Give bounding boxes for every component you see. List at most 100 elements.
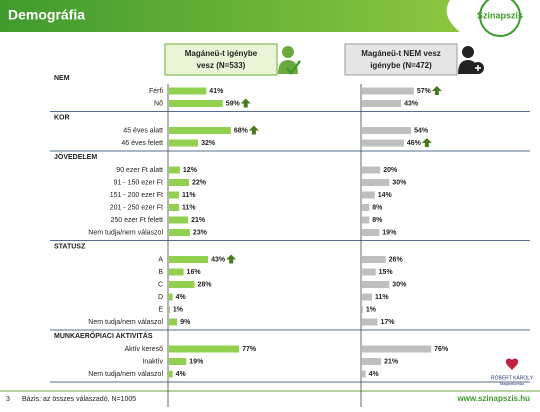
value-label: 11% <box>182 204 196 211</box>
category-label: 201 - 250 ezer Ft <box>110 204 163 211</box>
hospital-sub: Magánkórház <box>500 381 524 386</box>
value-label: 21% <box>191 217 206 224</box>
category-label: C <box>158 281 163 288</box>
bar <box>169 306 170 313</box>
icon-plus <box>458 46 484 74</box>
logo: Szinapszis <box>477 10 523 20</box>
bar <box>362 191 375 199</box>
value-label: 28% <box>197 281 212 288</box>
up-arrow <box>226 254 237 264</box>
category-label: Férfi <box>149 88 163 95</box>
bar <box>362 318 378 326</box>
value-label: 4% <box>176 371 187 378</box>
bar <box>169 139 199 147</box>
value-label: 11% <box>375 294 389 301</box>
bar <box>362 281 390 288</box>
bar <box>362 268 376 276</box>
value-label: 11% <box>182 192 196 199</box>
bar <box>169 345 240 353</box>
section-label: MUNKAERŐPIACI AKTIVITÁS <box>54 331 153 340</box>
category-label: 250 ezer Ft felett <box>110 217 163 224</box>
bar <box>169 87 207 95</box>
bar <box>169 191 180 199</box>
bar <box>169 256 209 263</box>
value-label: 22% <box>192 179 207 186</box>
bar <box>362 345 432 353</box>
value-label: 46% <box>407 140 422 147</box>
value-label: 9% <box>180 319 191 326</box>
value-label: 54% <box>414 127 429 134</box>
category-label: 91 - 150 ezer Ft <box>114 179 163 186</box>
value-label: 43% <box>404 100 419 107</box>
category-label: 46 éves felett <box>121 140 163 147</box>
up-arrow <box>421 138 432 147</box>
column-title: vesz (N=533) <box>197 61 246 70</box>
up-arrow <box>248 125 259 135</box>
bar <box>169 293 173 301</box>
value-label: 32% <box>201 140 216 147</box>
value-label: 21% <box>384 358 399 365</box>
hospital-logo <box>505 358 519 370</box>
value-label: 20% <box>383 167 398 174</box>
bar <box>362 306 363 313</box>
value-label: 59% <box>226 100 241 107</box>
bar <box>169 281 195 288</box>
hospital-name: RÓBERT KÁROLY <box>491 374 534 381</box>
value-label: 43% <box>211 256 226 263</box>
category-label: 45 éves alatt <box>123 127 163 134</box>
bar <box>362 358 382 365</box>
bar <box>169 127 231 134</box>
category-label: 90 ezer Ft alatt <box>116 167 163 174</box>
value-label: 1% <box>173 306 184 313</box>
bar <box>362 166 381 174</box>
value-label: 4% <box>369 371 380 378</box>
page-number: 3 <box>6 396 10 403</box>
bar <box>362 179 390 186</box>
bar <box>169 204 180 211</box>
bar <box>362 216 370 224</box>
category-label: E <box>158 306 163 313</box>
section-label: KOR <box>54 114 70 121</box>
bar <box>169 318 178 326</box>
value-label: 17% <box>380 319 395 326</box>
column-title: Magáneü-t igénybe <box>185 49 258 58</box>
value-label: 26% <box>389 256 404 263</box>
header-band <box>0 0 460 32</box>
icon-check <box>278 46 301 76</box>
bar <box>362 87 414 95</box>
category-label: B <box>158 269 163 276</box>
bar <box>362 139 404 147</box>
bar <box>362 370 366 378</box>
value-label: 68% <box>234 127 249 134</box>
bar <box>169 166 180 174</box>
section-label: JÖVEDELEM <box>54 152 97 161</box>
category-label: Nem tudja/nem válaszol <box>88 229 163 236</box>
category-label: Aktív kereső <box>124 346 163 353</box>
bar <box>362 204 370 211</box>
value-label: 14% <box>378 192 393 199</box>
footer-url: www.szinapszis.hu <box>456 394 530 403</box>
value-label: 77% <box>242 346 257 353</box>
footer-note: Bázis: az összes válaszadó, N=1005 <box>22 396 136 403</box>
value-label: 8% <box>372 217 383 224</box>
value-label: 23% <box>193 229 208 236</box>
category-label: Nő <box>154 100 163 107</box>
category-label: Nem tudja/nem válaszol <box>88 371 163 378</box>
bar <box>362 229 380 236</box>
bar <box>362 293 373 301</box>
bar <box>169 100 223 107</box>
logo-ring <box>479 0 521 37</box>
value-label: 57% <box>417 88 432 95</box>
value-label: 30% <box>392 281 407 288</box>
bar <box>362 127 412 134</box>
category-label: 151 - 200 ezer Ft <box>110 192 163 199</box>
bar <box>362 100 402 107</box>
value-label: 1% <box>366 306 377 313</box>
category-label: D <box>158 294 163 301</box>
value-label: 15% <box>379 269 394 276</box>
category-label: Nem tudja/nem válaszol <box>88 319 163 326</box>
bar <box>169 216 189 224</box>
bar <box>169 370 173 378</box>
value-label: 16% <box>187 269 202 276</box>
